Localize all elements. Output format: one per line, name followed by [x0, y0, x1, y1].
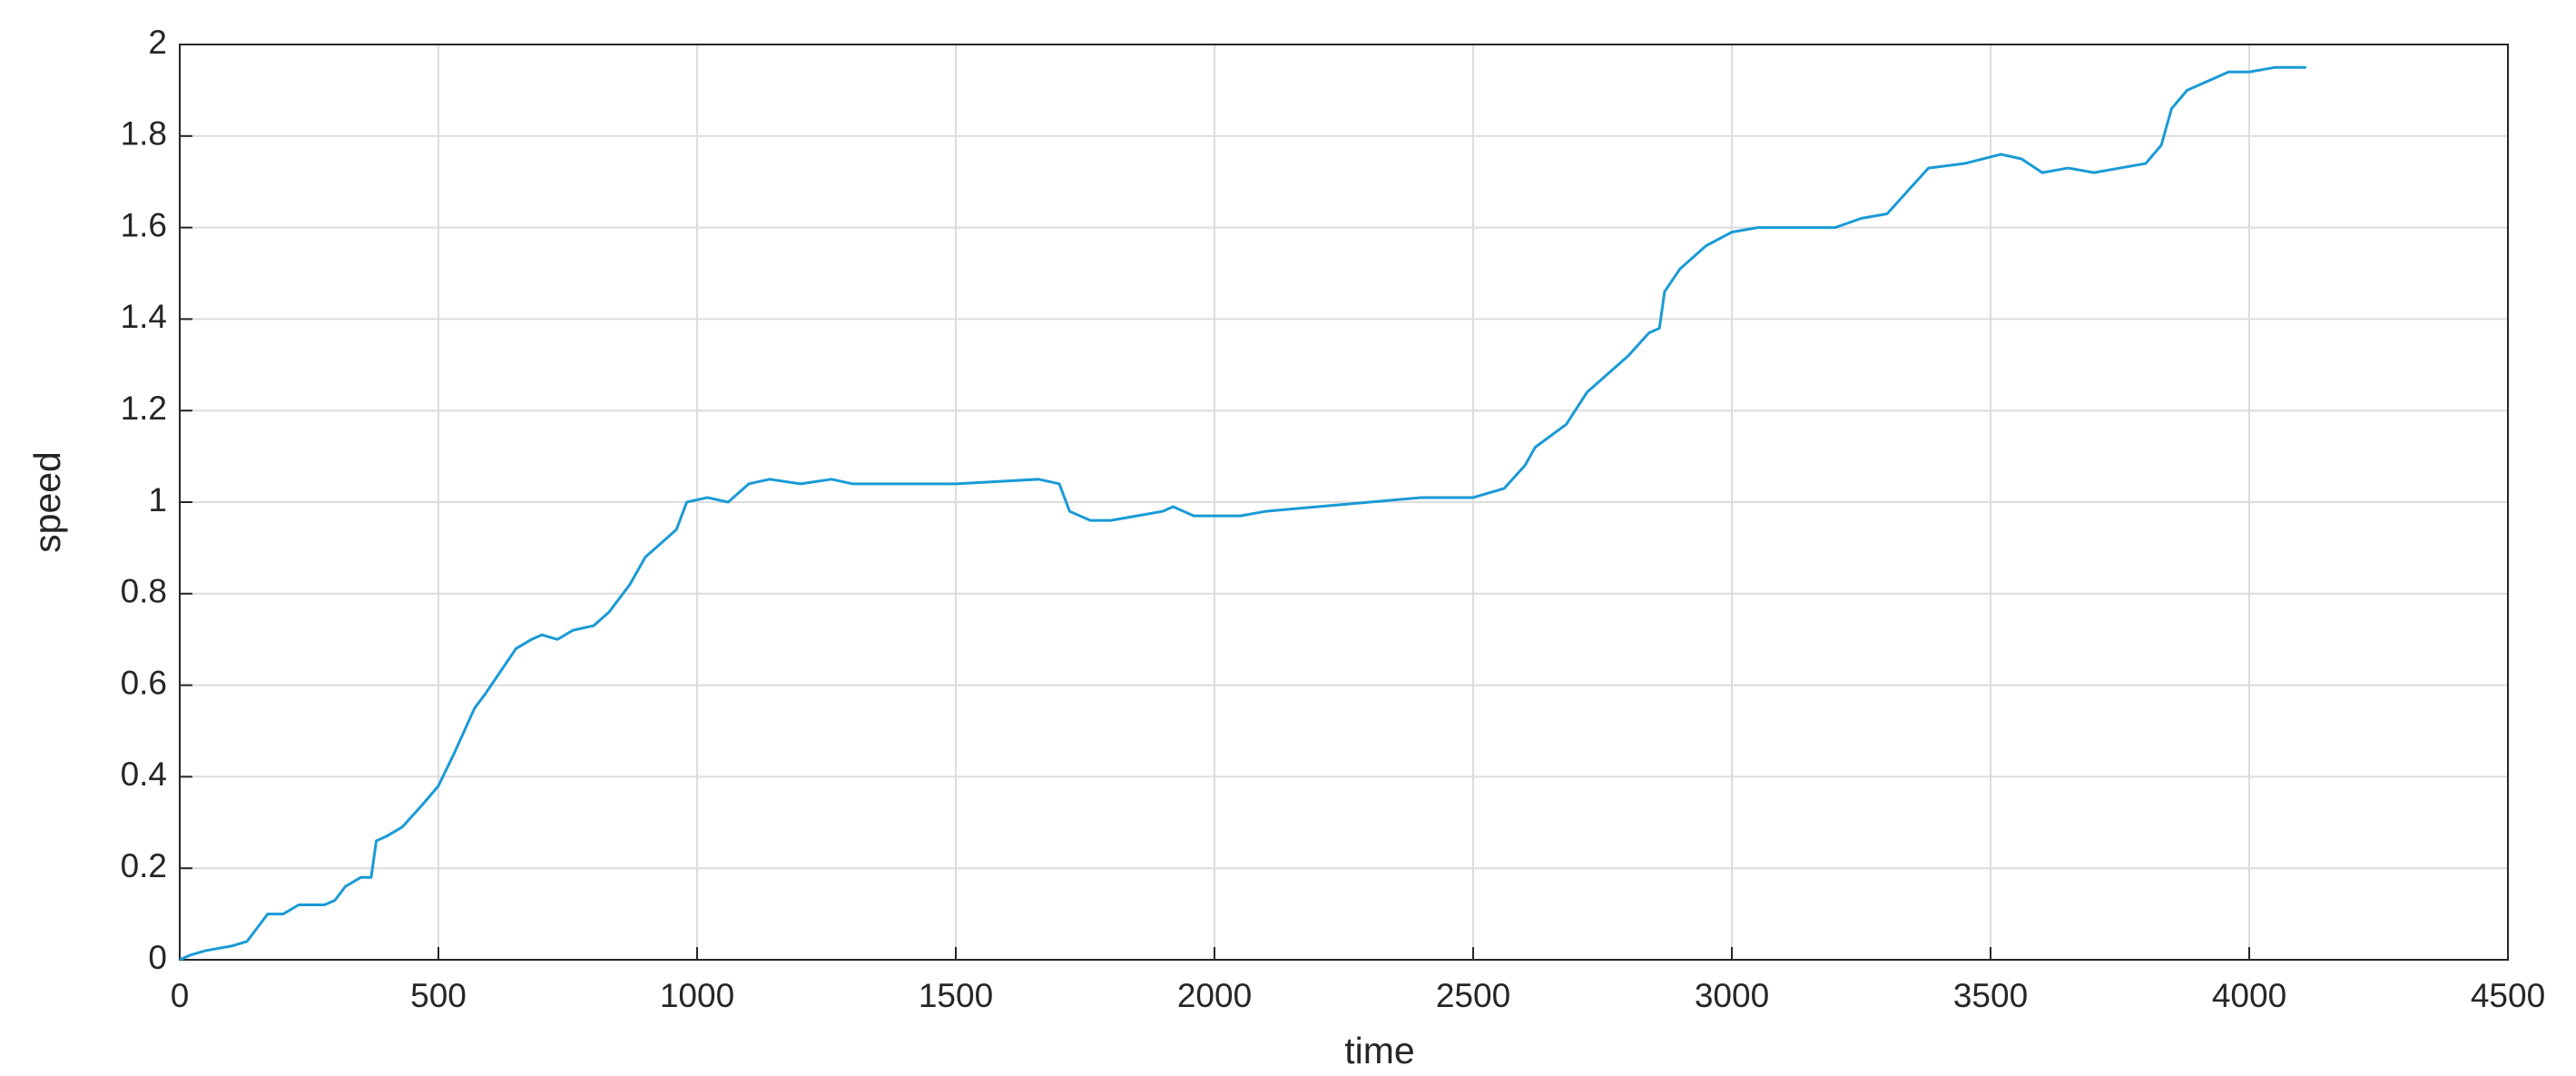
x-tick-label: 4500 [2471, 977, 2545, 1014]
y-tick-label: 1.8 [121, 115, 167, 153]
x-tick-label: 500 [410, 977, 467, 1014]
y-tick-label: 1.4 [121, 298, 167, 335]
x-tick-label: 1000 [660, 977, 734, 1014]
x-tick-label: 1500 [919, 977, 993, 1014]
y-tick-label: 1.2 [121, 390, 167, 427]
x-tick-label: 3500 [1953, 977, 2028, 1014]
y-tick-label: 0.2 [121, 847, 167, 884]
y-tick-label: 1.6 [121, 206, 167, 243]
x-axis-label: time [1344, 1030, 1414, 1071]
y-tick-label: 0.6 [121, 664, 167, 701]
y-tick-label: 0.8 [121, 573, 167, 610]
y-tick-label: 2 [148, 24, 167, 61]
x-tick-label: 3000 [1695, 977, 1769, 1014]
y-tick-label: 1 [148, 481, 167, 518]
y-axis-label: speed [26, 451, 68, 553]
x-tick-label: 2000 [1177, 977, 1252, 1014]
data-line [179, 65, 2306, 962]
x-tick-label: 0 [171, 977, 190, 1014]
y-tick-label: 0.4 [121, 755, 167, 793]
y-tick-label: 0 [148, 939, 167, 976]
axes-box [179, 44, 2509, 961]
x-tick-label: 4000 [2212, 977, 2286, 1014]
x-tick-label: 2500 [1436, 977, 1510, 1014]
